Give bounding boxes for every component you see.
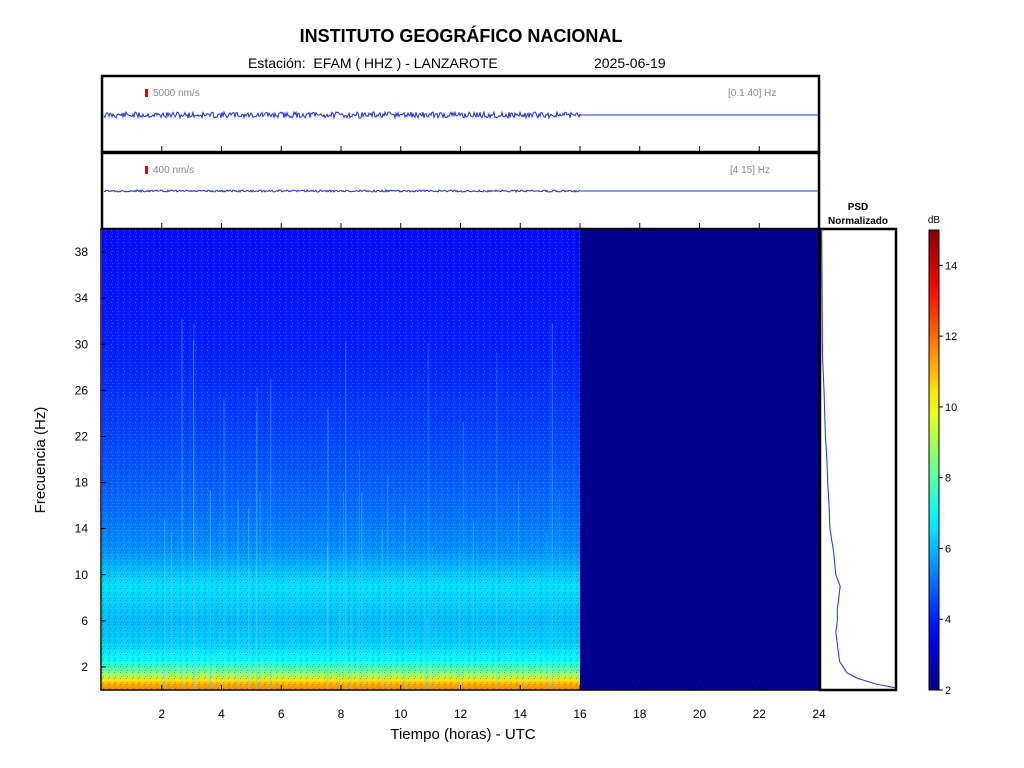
x-tick-label: 8 — [338, 707, 345, 721]
trace-broadband — [103, 110, 818, 120]
colorbar: dB 2 4 6 8 10 12 14 — [928, 215, 957, 697]
filter-label: [4 15] Hz — [730, 165, 770, 176]
spectrogram-streaks — [164, 319, 560, 690]
colorbar-tick-label: 14 — [945, 260, 957, 272]
station-label: Estación: EFAM ( HHZ ) - LANZAROTE — [248, 55, 498, 71]
y-axis-label: Frecuencia (Hz) — [32, 407, 49, 514]
y-tick-label: 18 — [75, 476, 89, 490]
x-tick-label: 18 — [633, 707, 647, 721]
scale-label: 5000 nm/s — [153, 88, 200, 99]
panel-ticks — [161, 146, 820, 151]
seismogram-panel-broadband: 5000 nm/s [0.1 40] Hz — [100, 74, 821, 154]
spectrogram: 2 4 6 8 10 12 14 16 18 20 22 24 261014182226303438 … — [32, 228, 826, 743]
trace-line — [103, 110, 581, 120]
colorbar-tick-label: 6 — [945, 543, 951, 555]
psd-title-line1: PSD — [848, 202, 869, 213]
x-tick-label: 22 — [753, 707, 767, 721]
scale-marker — [145, 89, 148, 97]
psd-panel: PSD Normalizado — [818, 202, 898, 692]
panel-ticks — [161, 223, 820, 228]
spectrogram-texture — [102, 229, 580, 690]
filter-label: [0.1 40] Hz — [728, 88, 776, 99]
x-tick-label: 4 — [218, 707, 225, 721]
y-tick-label: 38 — [75, 245, 89, 259]
seismogram-panel-filtered: 400 nm/s [4 15] Hz — [100, 151, 821, 231]
x-tick-label: 12 — [454, 707, 468, 721]
x-tick-label: 6 — [278, 707, 285, 721]
spectrogram-no-data — [580, 229, 819, 690]
y-tick-label: 10 — [75, 568, 89, 582]
colorbar-tick-label: 8 — [945, 473, 951, 485]
colorbar-ticks: 2 4 6 8 10 12 14 — [939, 260, 957, 697]
scale-marker — [145, 166, 148, 174]
x-tick-label: 20 — [693, 707, 707, 721]
psd-title-line2: Normalizado — [828, 216, 888, 227]
scale-label: 400 nm/s — [153, 165, 194, 176]
y-tick-label: 30 — [75, 337, 89, 351]
x-tick-label: 10 — [394, 707, 408, 721]
y-tick-label: 6 — [81, 614, 88, 628]
trace-filtered — [103, 189, 818, 194]
date-label: 2025-06-19 — [594, 55, 666, 71]
psd-curve — [821, 228, 896, 689]
psd-frame — [818, 227, 898, 692]
colorbar-title: dB — [928, 215, 941, 226]
x-axis-ticks: 2 4 6 8 10 12 14 16 18 20 22 24 — [158, 685, 826, 721]
x-tick-label: 16 — [573, 707, 587, 721]
x-axis-label: Tiempo (horas) - UTC — [390, 726, 535, 743]
colorbar-tick-label: 4 — [945, 614, 951, 626]
x-tick-label: 14 — [514, 707, 528, 721]
y-tick-label: 2 — [81, 660, 88, 674]
colorbar-tick-label: 10 — [945, 402, 957, 414]
y-tick-label: 14 — [75, 522, 89, 536]
colorbar-tick-label: 2 — [945, 685, 951, 697]
x-tick-label: 24 — [812, 707, 826, 721]
y-tick-label: 26 — [75, 383, 89, 397]
y-tick-label: 34 — [75, 291, 89, 305]
trace-line — [103, 189, 581, 194]
colorbar-tick-label: 12 — [945, 331, 957, 343]
x-tick-label: 2 — [158, 707, 165, 721]
figure-title: INSTITUTO GEOGRÁFICO NACIONAL — [299, 26, 623, 46]
colorbar-bar — [928, 229, 940, 691]
y-tick-label: 22 — [75, 429, 89, 443]
